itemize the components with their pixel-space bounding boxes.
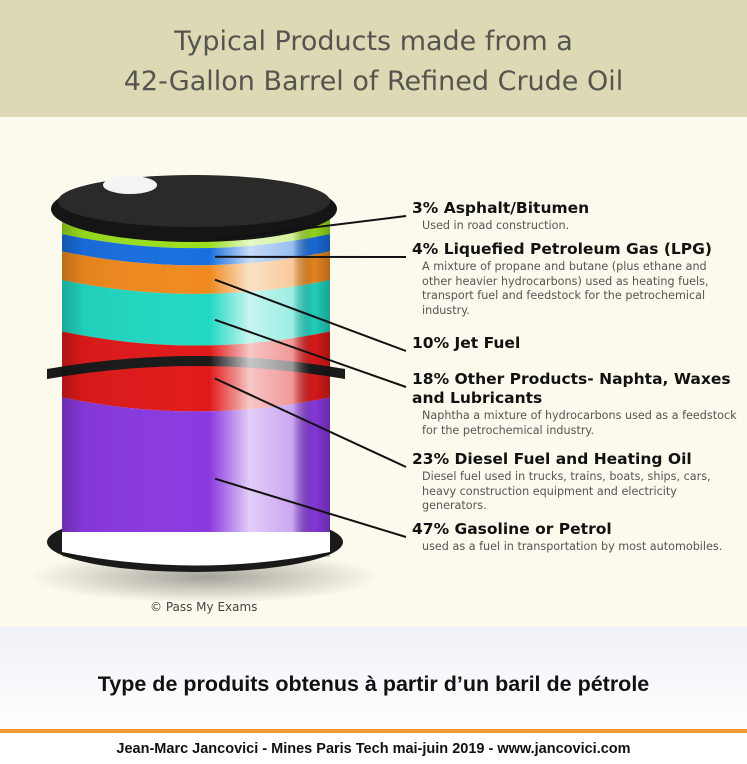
credit-text: © Pass My Exams xyxy=(150,600,258,614)
barrel-highlight xyxy=(62,217,330,557)
label-gasoline-desc: used as a fuel in transportation by most… xyxy=(422,540,723,553)
label-diesel-title: 23% Diesel Fuel and Heating Oil xyxy=(412,450,692,468)
leader-line-4 xyxy=(214,377,407,468)
label-other-products-title: 18% Other Products- Naphta, Waxes and Lu… xyxy=(412,370,731,407)
leader-line-5 xyxy=(214,477,407,538)
accent-rule xyxy=(0,729,747,733)
footer-text: Jean-Marc Jancovici - Mines Paris Tech m… xyxy=(116,741,631,757)
barrel-cap-icon xyxy=(103,176,157,194)
leader-line-0 xyxy=(214,215,407,241)
title-line-1: Typical Products made from a xyxy=(174,26,573,57)
label-other-products: 18% Other Products- Naphta, Waxes and Lu… xyxy=(412,370,742,438)
label-other-products-desc: Naphtha a mixture of hydrocarbons used a… xyxy=(422,409,737,437)
label-diesel: 23% Diesel Fuel and Heating Oil Diesel f… xyxy=(412,450,742,514)
leader-line-2 xyxy=(214,278,407,352)
label-asphalt-desc: Used in road construction. xyxy=(422,219,570,232)
barrel-bottom-band xyxy=(62,532,330,566)
label-lpg-title: 4% Liquefied Petroleum Gas (LPG) xyxy=(412,240,712,258)
bottom-band xyxy=(0,627,747,730)
label-asphalt: 3% Asphalt/Bitumen Used in road construc… xyxy=(412,199,742,234)
label-jet-fuel: 10% Jet Fuel xyxy=(412,334,742,353)
label-asphalt-title: 3% Asphalt/Bitumen xyxy=(412,199,590,217)
label-diesel-desc: Diesel fuel used in trucks, trains, boat… xyxy=(422,470,711,512)
label-lpg-desc: A mixture of propane and butane (plus et… xyxy=(422,260,709,317)
label-gasoline-title: 47% Gasoline or Petrol xyxy=(412,520,612,538)
subtitle: Type de produits obtenus à partir d’un b… xyxy=(97,672,650,696)
leader-line-3 xyxy=(214,318,407,388)
barrel-lid-inner xyxy=(58,175,330,227)
label-gasoline: 47% Gasoline or Petrol used as a fuel in… xyxy=(412,520,742,555)
header-band: Typical Products made from a 42-Gallon B… xyxy=(0,0,747,117)
title-line-2: 42-Gallon Barrel of Refined Crude Oil xyxy=(123,66,624,97)
barrel-diagram xyxy=(30,175,407,603)
label-lpg: 4% Liquefied Petroleum Gas (LPG) A mixtu… xyxy=(412,240,742,318)
label-jet-fuel-title: 10% Jet Fuel xyxy=(412,334,521,352)
